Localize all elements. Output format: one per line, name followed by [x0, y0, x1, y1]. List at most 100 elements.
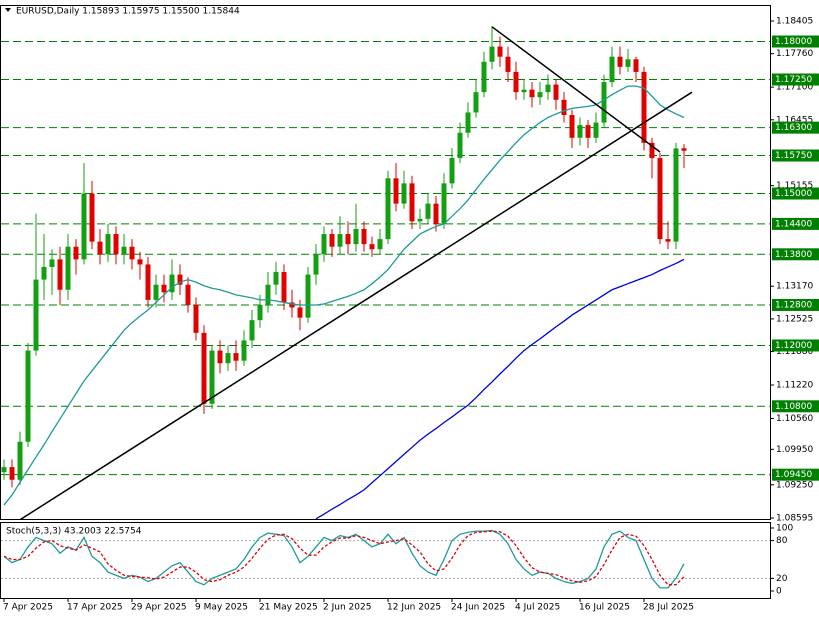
- candle-body: [577, 125, 583, 138]
- candle-body: [481, 61, 487, 93]
- candle-body: [313, 254, 319, 275]
- candle-body: [521, 89, 527, 93]
- indicator-tick-label: 0: [776, 587, 782, 597]
- candle-body: [33, 279, 39, 351]
- candle-body: [97, 241, 103, 255]
- x-tick-label: 16 Jul 2025: [579, 603, 630, 613]
- candle-body: [457, 132, 463, 159]
- candle-body: [169, 274, 175, 293]
- candle-body: [641, 71, 647, 143]
- candle-body: [105, 234, 111, 255]
- x-tick-label: 24 Jun 2025: [451, 603, 505, 613]
- indicator-title: Stoch(5,3,3) 43.2003 22.5754: [6, 527, 142, 537]
- candle-body: [289, 302, 295, 308]
- candle-body: [89, 193, 95, 242]
- candle-body: [193, 304, 199, 333]
- chart-title: EURUSD,Daily 1.15893 1.15975 1.15500 1.1…: [16, 7, 240, 17]
- candle-body: [129, 246, 135, 260]
- level-label: 1.17250: [775, 75, 812, 85]
- candle-body: [81, 193, 87, 260]
- level-label: 1.16300: [775, 123, 812, 133]
- candle-body: [617, 56, 623, 67]
- indicator-tick-label: 100: [776, 524, 793, 534]
- candle-body: [265, 284, 271, 305]
- candle-body: [337, 234, 343, 247]
- candle-body: [217, 350, 223, 364]
- candle-body: [441, 183, 447, 224]
- candle-body: [201, 332, 207, 404]
- level-label-bg: [772, 248, 819, 261]
- candle-body: [153, 284, 159, 300]
- y-tick-label: 1.08595: [776, 514, 813, 524]
- candle-body: [225, 353, 231, 364]
- y-tick-label: 1.13170: [776, 282, 813, 292]
- candle-body: [465, 112, 471, 133]
- main-plot: [1, 26, 770, 519]
- candle-body: [305, 274, 311, 318]
- indicator-plot: [1, 529, 770, 589]
- candle-body: [377, 239, 383, 250]
- x-tick-label: 17 Apr 2025: [67, 603, 123, 613]
- level-label-bg: [772, 35, 819, 48]
- level-label: 1.14400: [775, 219, 812, 229]
- level-label: 1.12000: [775, 341, 812, 351]
- level-label-bg: [772, 121, 819, 134]
- candle-body: [633, 59, 639, 72]
- level-label-bg: [772, 217, 819, 230]
- candle-body: [681, 148, 687, 151]
- candle-body: [593, 122, 599, 138]
- level-label: 1.09450: [775, 470, 812, 480]
- candle-body: [353, 228, 359, 245]
- candle-body: [257, 304, 263, 321]
- candle-body: [65, 246, 71, 290]
- candle-body: [9, 467, 15, 480]
- level-label-bg: [772, 298, 819, 311]
- y-tick-label: 1.09950: [776, 445, 813, 455]
- y-tick-label: 1.17100: [776, 83, 813, 93]
- y-tick-label: 1.18405: [776, 17, 813, 27]
- moving-average: [315, 258, 685, 519]
- y-tick-label: 1.09250: [776, 480, 813, 490]
- candle-body: [1, 467, 7, 473]
- candle-body: [57, 259, 63, 290]
- candle-body: [553, 84, 559, 100]
- x-tick-label: 21 May 2025: [259, 603, 318, 613]
- candle-body: [409, 183, 415, 222]
- candle-body: [385, 178, 391, 240]
- axes: 1.18405 1.17760 1.17100 1.16455 1.15155 1.131…: [3, 17, 819, 613]
- x-tick-label: 28 Jul 2025: [643, 603, 694, 613]
- candle-body: [249, 320, 255, 341]
- candle-body: [121, 246, 127, 255]
- x-tick-label: 2 Jun 2025: [323, 603, 371, 613]
- y-tick-label: 1.15155: [776, 181, 813, 191]
- stochastic-line: [3, 530, 685, 586]
- candle-body: [361, 228, 367, 245]
- candle-body: [185, 284, 191, 305]
- candle-body: [241, 340, 247, 361]
- candle-body: [529, 89, 535, 98]
- candle-body: [473, 92, 479, 113]
- candle-body: [625, 59, 631, 67]
- menu-arrow: [5, 8, 11, 12]
- indicator-tick-label: 80: [776, 536, 788, 546]
- x-tick-label: 9 May 2025: [195, 603, 248, 613]
- indicator-tick-label: 20: [776, 574, 788, 584]
- y-tick-label: 1.11220: [776, 381, 813, 391]
- candle-body: [585, 125, 591, 138]
- x-tick-label: 29 Apr 2025: [131, 603, 187, 613]
- candle-body: [233, 353, 239, 361]
- candle-body: [425, 203, 431, 219]
- candle-body: [329, 234, 335, 247]
- trendline: [19, 91, 693, 519]
- level-label: 1.15000: [775, 189, 812, 199]
- x-tick-label: 7 Apr 2025: [3, 603, 53, 613]
- candle-body: [145, 264, 151, 300]
- candle-body: [281, 272, 287, 303]
- y-tick-label: 1.12525: [776, 314, 813, 324]
- main-panel: [0, 5, 771, 520]
- candle-body: [345, 234, 351, 245]
- candle-body: [393, 178, 399, 204]
- level-label-bg: [772, 149, 819, 162]
- candle-body: [505, 56, 511, 72]
